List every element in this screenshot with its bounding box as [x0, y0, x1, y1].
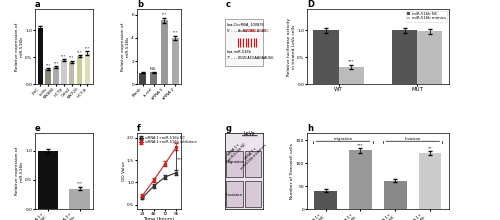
Y-axis label: OD Value: OD Value [122, 161, 126, 181]
FancyBboxPatch shape [225, 19, 264, 66]
Text: f: f [137, 125, 140, 134]
Bar [54, 67, 59, 84]
Text: Invasion: Invasion [226, 193, 243, 197]
Y-axis label: Number of Transwell cells: Number of Transwell cells [290, 143, 294, 199]
Bar [314, 30, 338, 84]
Text: ***: *** [54, 61, 59, 65]
Text: b: b [137, 0, 143, 9]
Text: hsa-CircRNA_100876: hsa-CircRNA_100876 [226, 22, 264, 26]
Bar [392, 30, 417, 84]
Bar [38, 151, 58, 209]
Bar [46, 69, 51, 84]
Text: ***: *** [177, 158, 184, 162]
Bar [150, 72, 158, 84]
Bar [172, 38, 179, 84]
Bar [338, 67, 363, 84]
FancyBboxPatch shape [226, 181, 242, 207]
Text: N.S.: N.S. [150, 67, 157, 71]
Text: a: a [35, 0, 40, 9]
FancyBboxPatch shape [245, 151, 262, 177]
Text: ***: *** [173, 30, 178, 34]
Y-axis label: Relative expression of
miR-516b: Relative expression of miR-516b [122, 22, 130, 71]
Text: siRNA-1+
miR-516b NC: siRNA-1+ miR-516b NC [224, 139, 247, 162]
X-axis label: Time (hours): Time (hours) [144, 217, 174, 220]
Text: ***: *** [77, 182, 83, 186]
Text: UCCAA...3': UCCAA...3' [244, 29, 268, 33]
Bar [69, 62, 74, 84]
FancyBboxPatch shape [245, 181, 262, 207]
Text: Migration: Migration [226, 160, 246, 164]
Text: hsa-miR-516b: hsa-miR-516b [226, 50, 252, 54]
Text: g: g [225, 125, 231, 134]
Text: ***: *** [77, 50, 82, 54]
Text: 7'...UUUCACGAAGAAUGG: 7'...UUUCACGAAGAAUGG [226, 56, 274, 60]
Bar [160, 20, 168, 84]
Bar [84, 53, 90, 84]
Bar [419, 153, 442, 209]
Text: siRNA-1+
miR-516b inhibitors: siRNA-1+ miR-516b inhibitors [237, 139, 268, 170]
Bar [139, 73, 146, 84]
Bar [38, 28, 43, 84]
Text: ***: *** [62, 54, 66, 58]
Text: ***: *** [69, 55, 74, 60]
Text: c: c [225, 0, 230, 9]
Text: ***: *** [162, 13, 167, 17]
Bar [417, 31, 442, 84]
Legend: miR-516b NC, miR-516b mimics: miR-516b NC, miR-516b mimics [406, 11, 447, 22]
Text: LoVo: LoVo [244, 131, 256, 136]
Text: e: e [35, 125, 41, 134]
Legend: siRNA-1+miR-516b NC, siRNA-1+miR-516b inhibitors: siRNA-1+miR-516b NC, siRNA-1+miR-516b in… [138, 135, 198, 145]
Text: ***: *** [85, 46, 90, 50]
Text: ***: *** [46, 63, 51, 67]
Bar [70, 189, 90, 209]
Bar [384, 181, 406, 209]
Y-axis label: Relative luciferase activity
in treated LoVo cells: Relative luciferase activity in treated … [287, 18, 296, 76]
Text: **: ** [428, 147, 432, 150]
Bar [314, 191, 337, 209]
Y-axis label: Relative expression of
miR-516b: Relative expression of miR-516b [15, 147, 24, 195]
Bar [61, 60, 66, 84]
Y-axis label: Relative expression of
miR-516b: Relative expression of miR-516b [15, 22, 24, 71]
Text: 5'...AuAaUGUCAGAUC: 5'...AuAaUGUCAGAUC [226, 29, 270, 33]
Text: ***: *** [348, 60, 354, 64]
Text: migration: migration [334, 137, 352, 141]
Text: h: h [307, 125, 313, 134]
Text: ***: *** [357, 144, 364, 148]
Text: D: D [307, 0, 314, 9]
Bar [349, 150, 372, 209]
FancyBboxPatch shape [226, 151, 242, 177]
Text: Invasion: Invasion [404, 137, 421, 141]
Bar [77, 56, 82, 84]
